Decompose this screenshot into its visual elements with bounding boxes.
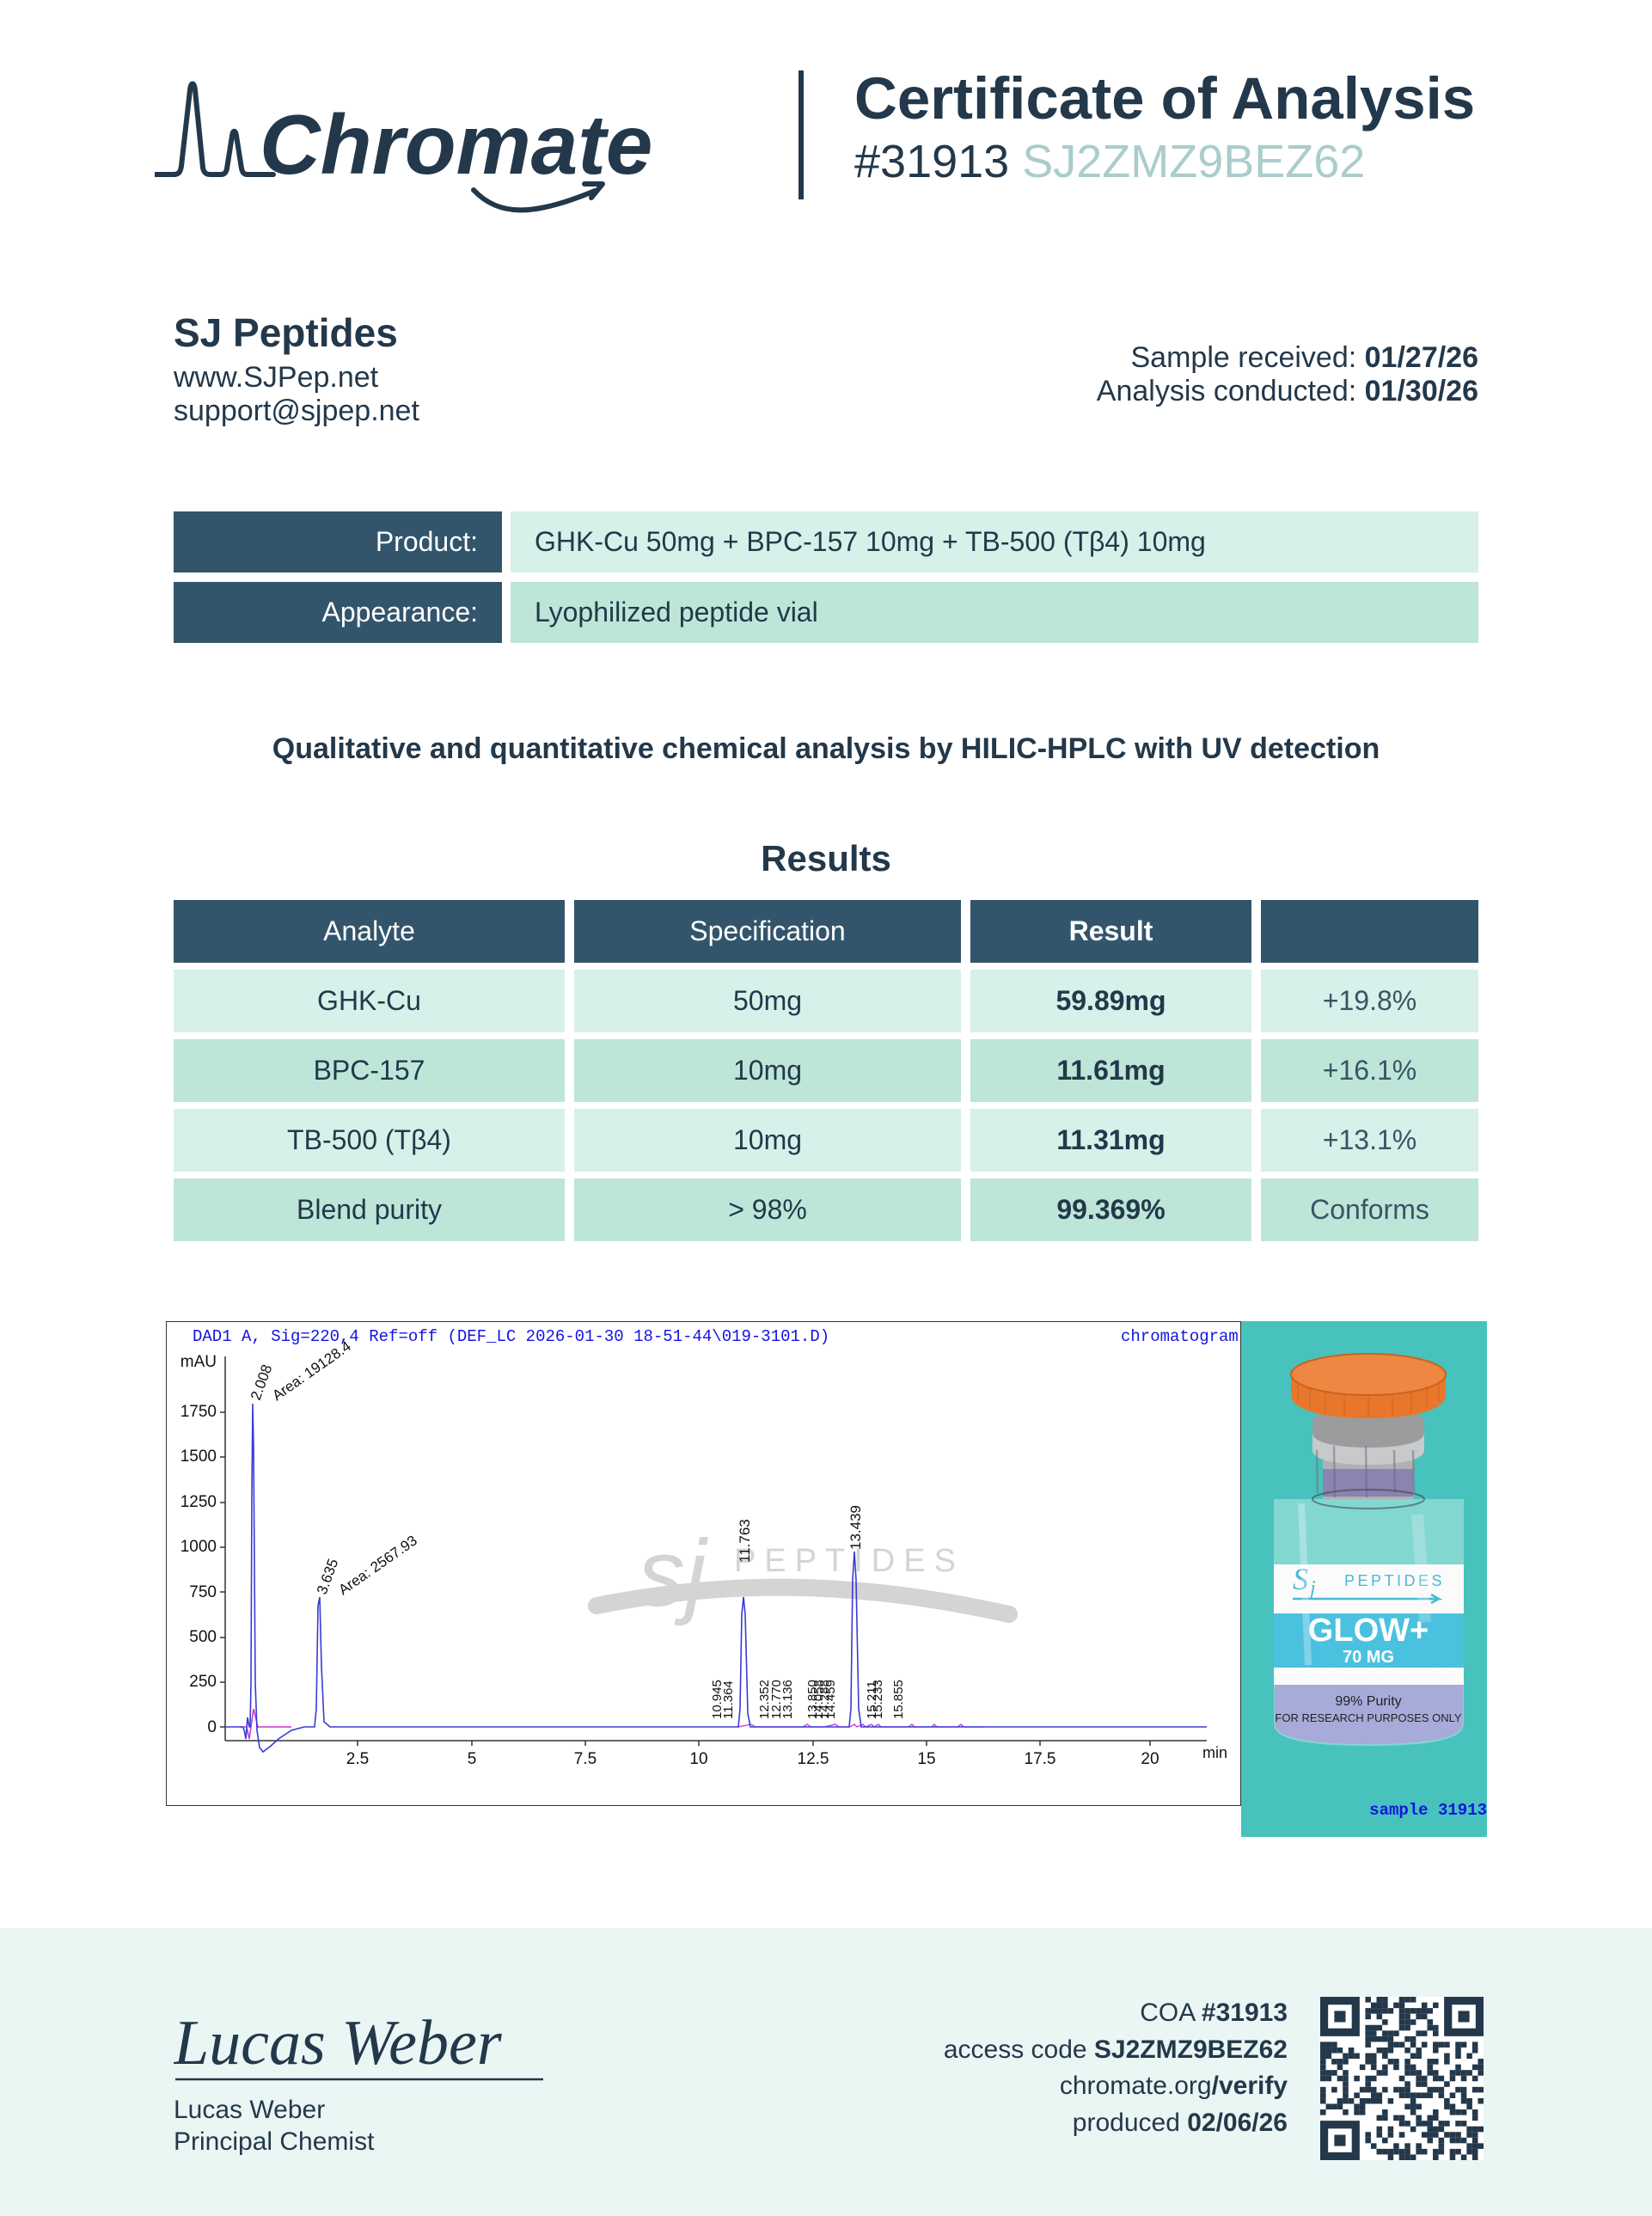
svg-text:Area: 19128.4: Area: 19128.4 xyxy=(269,1338,353,1404)
svg-text:PEPTIDES: PEPTIDES xyxy=(1344,1572,1445,1589)
svg-text:1000: 1000 xyxy=(180,1538,217,1556)
svg-text:DAD1 A, Sig=220,4 Ref=off (DEF: DAD1 A, Sig=220,4 Ref=off (DEF_LC 2026-0… xyxy=(193,1327,829,1346)
svg-text:2.008: 2.008 xyxy=(248,1362,275,1402)
svg-text:17.5: 17.5 xyxy=(1025,1750,1056,1768)
svg-text:FOR RESEARCH PURPOSES ONLY: FOR RESEARCH PURPOSES ONLY xyxy=(1275,1711,1462,1724)
svg-text:70 MG: 70 MG xyxy=(1343,1648,1394,1667)
svg-text:0: 0 xyxy=(207,1718,217,1736)
svg-text:750: 750 xyxy=(189,1583,217,1601)
svg-text:99% Purity: 99% Purity xyxy=(1335,1694,1401,1709)
svg-text:1250: 1250 xyxy=(180,1493,217,1511)
svg-text:GHK-cu 50mg/TB500 10mg/BPC157: GHK-cu 50mg/TB500 10mg/BPC157 10mg xyxy=(1279,1669,1457,1680)
svg-text:Chromate: Chromate xyxy=(260,97,652,192)
svg-text:250: 250 xyxy=(189,1673,217,1691)
svg-text:GLOW+: GLOW+ xyxy=(1308,1613,1429,1649)
svg-text:10: 10 xyxy=(689,1750,707,1768)
svg-text:min: min xyxy=(1202,1744,1227,1761)
svg-text:11.763: 11.763 xyxy=(737,1519,753,1563)
svg-text:20: 20 xyxy=(1141,1750,1159,1768)
svg-text:13.439: 13.439 xyxy=(847,1505,864,1550)
svg-text:15.855: 15.855 xyxy=(891,1680,906,1719)
svg-text:3.635: 3.635 xyxy=(314,1557,341,1596)
svg-text:13.136: 13.136 xyxy=(780,1680,795,1719)
svg-text:1750: 1750 xyxy=(180,1403,217,1421)
svg-text:7.5: 7.5 xyxy=(574,1750,597,1768)
svg-text:2.5: 2.5 xyxy=(346,1750,369,1768)
svg-text:mAU: mAU xyxy=(180,1353,217,1371)
svg-text:12.5: 12.5 xyxy=(798,1750,829,1768)
svg-text:1500: 1500 xyxy=(180,1448,217,1466)
svg-text:14.459: 14.459 xyxy=(823,1680,838,1719)
svg-text:15.233: 15.233 xyxy=(871,1680,885,1719)
svg-text:11.364: 11.364 xyxy=(721,1680,736,1719)
svg-text:500: 500 xyxy=(189,1628,217,1646)
svg-text:Area: 2567.93: Area: 2567.93 xyxy=(335,1532,419,1598)
svg-text:15: 15 xyxy=(917,1750,935,1768)
svg-text:sj: sj xyxy=(638,1521,708,1626)
svg-text:Lucas Weber: Lucas Weber xyxy=(174,2008,503,2078)
svg-text:5: 5 xyxy=(468,1750,477,1768)
svg-text:chromatogram: chromatogram xyxy=(1121,1327,1239,1346)
